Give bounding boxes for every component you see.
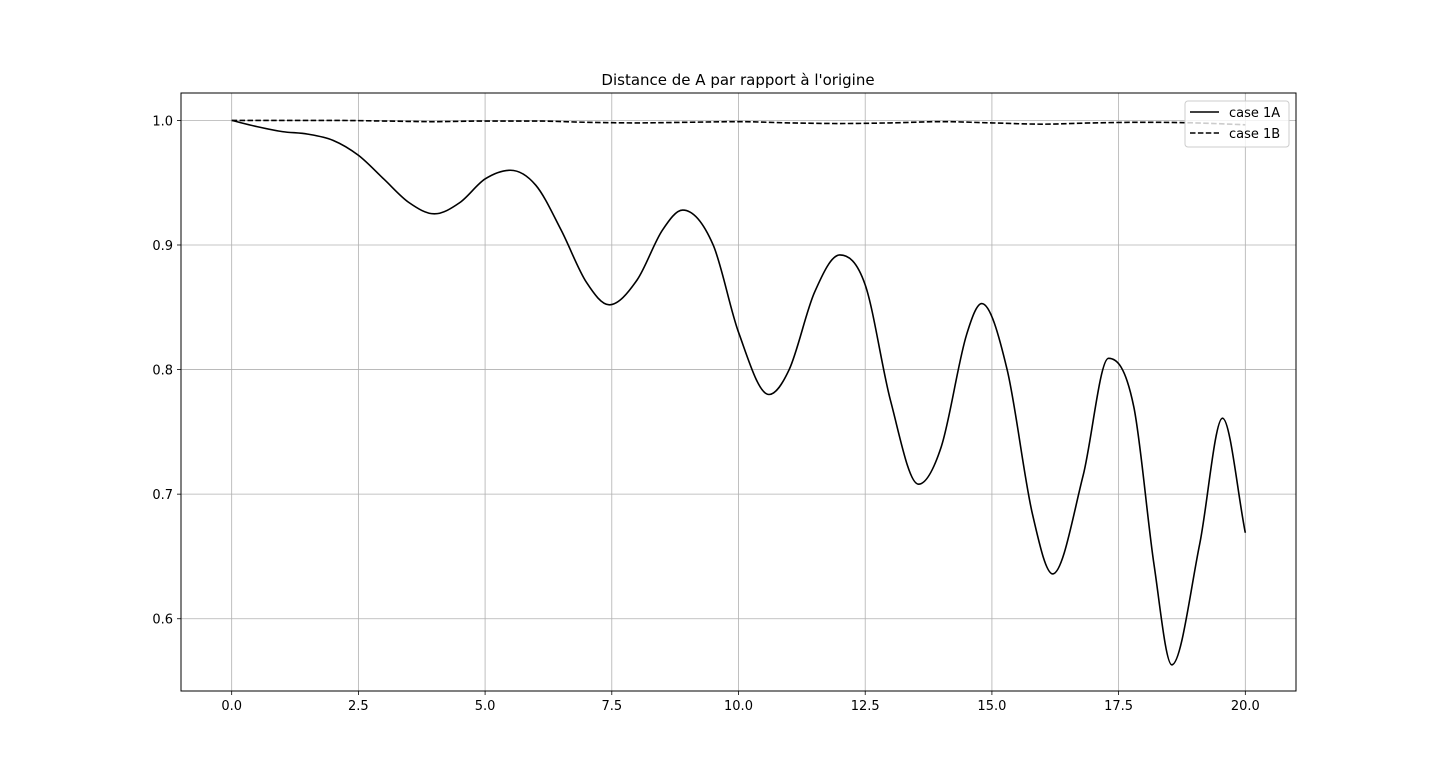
x-tick-label: 7.5: [601, 699, 622, 714]
chart-title: Distance de A par rapport à l'origine: [601, 71, 874, 89]
legend: case 1A case 1B: [1184, 100, 1290, 148]
x-tick-label: 15.0: [977, 699, 1006, 714]
grid: [181, 93, 1296, 691]
y-tick-label: 0.9: [152, 239, 173, 254]
y-tick-label: 1.0: [152, 114, 173, 129]
x-tick-label: 17.5: [1104, 699, 1133, 714]
axis-ticks: 0.0 2.5 5.0 7.5 10.0 12.5 15.0 17.5 20.0 0.6 0.7 0.…: [152, 114, 1259, 714]
series-line-case-1b: [231, 119, 1246, 126]
series-layer: [231, 119, 1247, 666]
y-tick-label: 0.7: [152, 488, 173, 503]
x-tick-label: 0.0: [221, 699, 242, 714]
series-line-case-1a: [231, 119, 1247, 666]
x-tick-label: 10.0: [724, 699, 753, 714]
y-tick-label: 0.6: [152, 613, 173, 628]
x-tick-label: 12.5: [851, 699, 880, 714]
legend-label-case-1b: case 1B: [1229, 127, 1280, 142]
x-tick-label: 2.5: [348, 699, 369, 714]
legend-label-case-1a: case 1A: [1229, 106, 1280, 121]
x-tick-label: 5.0: [475, 699, 496, 714]
x-tick-label: 20.0: [1231, 699, 1260, 714]
y-tick-label: 0.8: [152, 364, 173, 379]
